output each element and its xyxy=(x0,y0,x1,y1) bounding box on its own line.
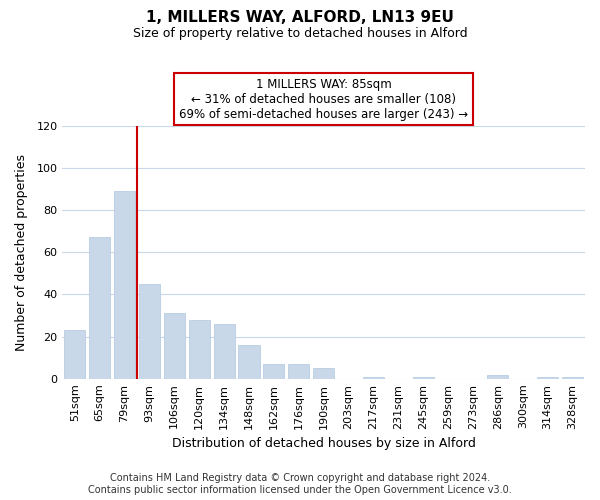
Text: 1, MILLERS WAY, ALFORD, LN13 9EU: 1, MILLERS WAY, ALFORD, LN13 9EU xyxy=(146,10,454,25)
Bar xyxy=(363,376,384,379)
Text: Contains HM Land Registry data © Crown copyright and database right 2024.
Contai: Contains HM Land Registry data © Crown c… xyxy=(88,474,512,495)
Bar xyxy=(114,191,135,379)
Bar xyxy=(288,364,310,379)
Text: Size of property relative to detached houses in Alford: Size of property relative to detached ho… xyxy=(133,28,467,40)
Bar xyxy=(164,314,185,379)
Bar xyxy=(89,238,110,379)
Text: 1 MILLERS WAY: 85sqm
← 31% of detached houses are smaller (108)
69% of semi-deta: 1 MILLERS WAY: 85sqm ← 31% of detached h… xyxy=(179,78,468,120)
Bar xyxy=(238,345,260,379)
Y-axis label: Number of detached properties: Number of detached properties xyxy=(15,154,28,351)
Bar xyxy=(313,368,334,379)
Bar xyxy=(487,374,508,379)
Bar xyxy=(214,324,235,379)
Bar xyxy=(562,376,583,379)
Bar xyxy=(413,376,434,379)
Bar xyxy=(263,364,284,379)
Bar xyxy=(537,376,558,379)
X-axis label: Distribution of detached houses by size in Alford: Distribution of detached houses by size … xyxy=(172,437,476,450)
Bar xyxy=(64,330,85,379)
Bar xyxy=(139,284,160,379)
Bar xyxy=(188,320,210,379)
